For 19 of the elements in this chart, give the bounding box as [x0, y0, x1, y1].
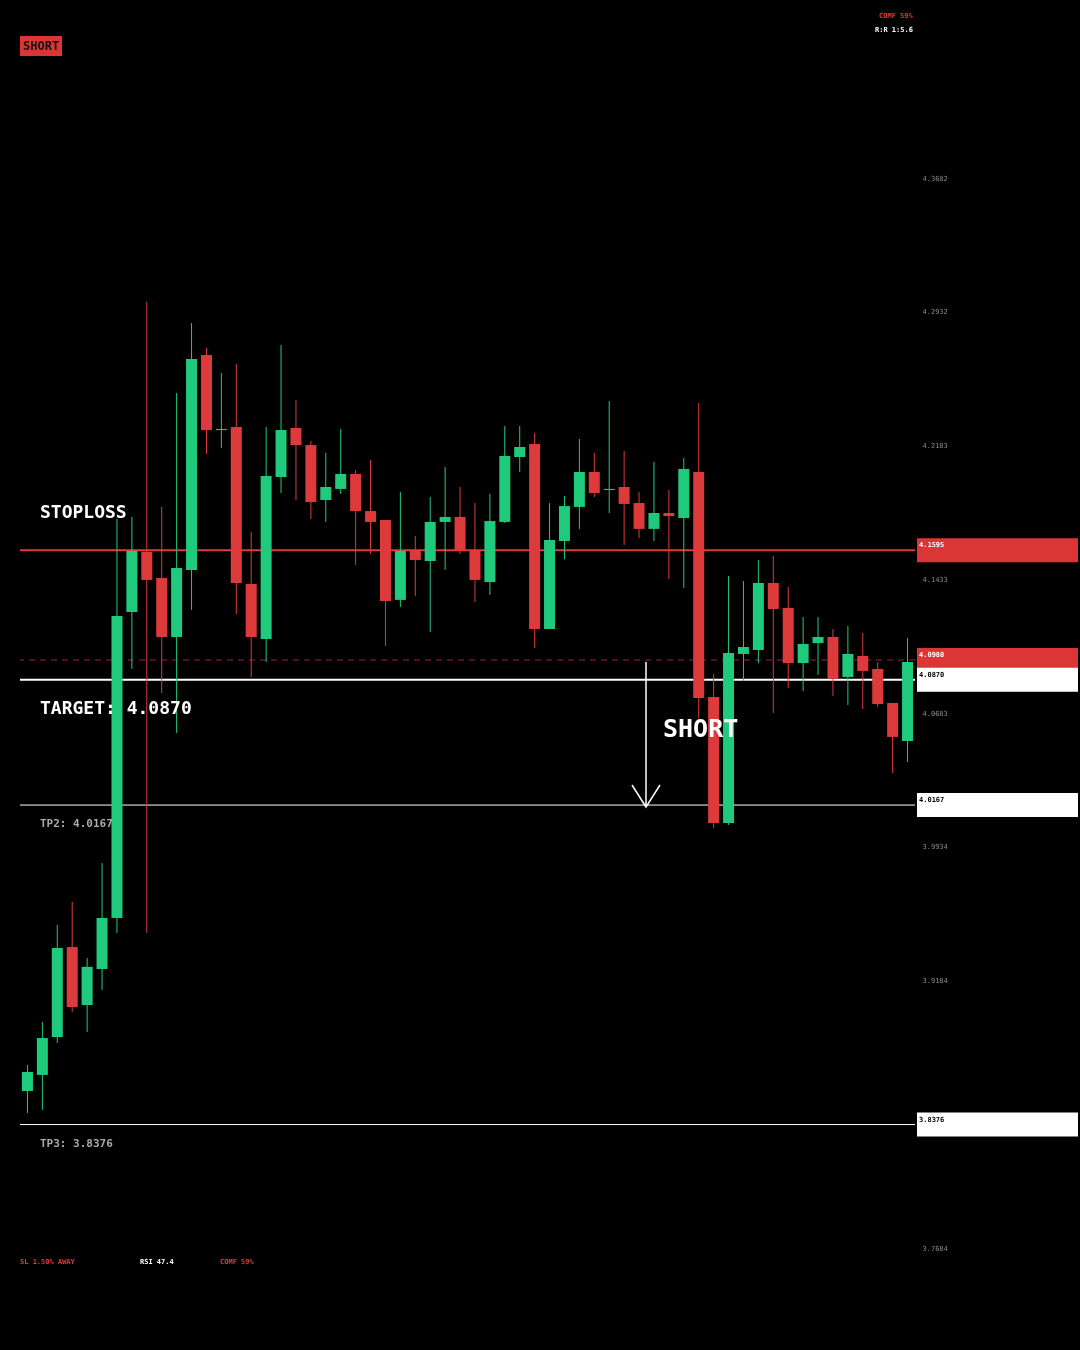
candlestick — [320, 452, 332, 523]
candlestick — [737, 580, 749, 682]
candlestick — [812, 616, 824, 676]
text: SHORT — [20, 36, 63, 56]
candlestick — [648, 461, 660, 542]
candlestick — [215, 372, 227, 449]
candlestick — [618, 450, 630, 546]
candlestick — [603, 400, 615, 514]
ref-line-label: STOPLOSS — [40, 501, 127, 523]
candlestick — [21, 1064, 33, 1114]
candlestick — [514, 425, 526, 473]
ref-line-label: TP3: 3.8376 — [40, 1136, 114, 1150]
candlestick — [797, 616, 809, 692]
candlestick — [857, 632, 869, 710]
candlestick — [335, 428, 347, 495]
candlestick — [290, 399, 302, 501]
candlestick — [588, 452, 600, 498]
candlestick — [439, 466, 451, 571]
candlestick — [842, 625, 854, 706]
